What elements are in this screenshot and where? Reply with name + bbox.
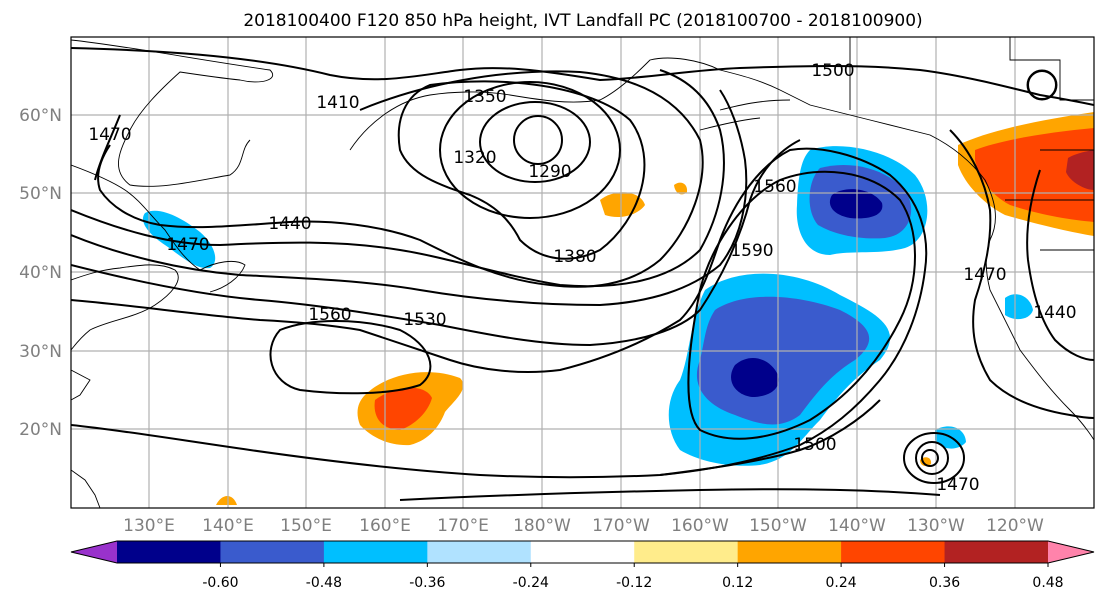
ivt-negative-coast <box>1005 294 1033 320</box>
colorbar-swatch <box>841 541 946 563</box>
figure-title: 2018100400 F120 850 hPa height, IVT Land… <box>243 11 922 31</box>
ivt-positive-sw-inner <box>374 387 432 430</box>
colorbar-swatch <box>944 541 1049 563</box>
colorbar-swatch <box>737 541 842 563</box>
ivt-positive-pnw-core <box>1066 150 1094 190</box>
contour-label: 1320 <box>453 148 496 168</box>
lon-tick-label: 150°E <box>280 516 332 536</box>
colorbar-swatch <box>220 541 325 563</box>
contour-label: 1500 <box>793 435 836 455</box>
lon-tick-label: 170°E <box>437 516 489 536</box>
latitude-labels: 60°N 50°N 40°N 30°N 20°N <box>19 106 62 440</box>
contour-label: 1350 <box>463 87 506 107</box>
lon-tick-label: 160°W <box>671 516 729 536</box>
lat-tick-label: 40°N <box>19 263 62 283</box>
ivt-positive-pnw-inner <box>975 128 1094 222</box>
contour-label: 1440 <box>1033 303 1076 323</box>
contour-label: 1470 <box>963 265 1006 285</box>
colorbar-tick-label: -0.24 <box>513 575 549 591</box>
map-area: 1500 1410 1350 1470 1320 1290 1560 1440 … <box>71 37 1094 508</box>
contour-label: 1560 <box>308 305 351 325</box>
colorbar-swatch <box>634 541 739 563</box>
lon-tick-label: 180°W <box>513 516 571 536</box>
colorbar-tick-label: 0.36 <box>929 575 960 591</box>
colorbar-tick-label: 0.48 <box>1032 575 1063 591</box>
colorbar-swatch <box>117 541 221 563</box>
ivt-shading <box>142 112 1094 505</box>
colorbar: -0.60 -0.48 -0.36 -0.24 -0.12 0.12 0.24 0.36 0.4… <box>70 540 1095 591</box>
lon-tick-label: 150°W <box>749 516 807 536</box>
colorbar-tick-label: -0.48 <box>306 575 342 591</box>
ivt-positive-small-2 <box>674 182 688 195</box>
colorbar-outline <box>70 540 1095 564</box>
colorbar-extend-low <box>71 541 117 563</box>
contour-label: 1380 <box>553 247 596 267</box>
colorbar-swatch <box>323 541 428 563</box>
contour-label: 1530 <box>403 310 446 330</box>
contour-labels: 1500 1410 1350 1470 1320 1290 1560 1440 … <box>88 61 1076 495</box>
lon-tick-label: 160°E <box>359 516 411 536</box>
colorbar-tick-label: 0.24 <box>826 575 857 591</box>
lon-tick-label: 140°W <box>828 516 886 536</box>
contour-label: 1470 <box>166 235 209 255</box>
contour-label: 1290 <box>528 162 571 182</box>
lat-tick-label: 20°N <box>19 420 62 440</box>
contour-label: 1500 <box>811 61 854 81</box>
colorbar-swatch <box>530 541 635 563</box>
lon-tick-label: 130°E <box>123 516 175 536</box>
longitude-labels: 130°E 140°E 150°E 160°E 170°E 180°W 170°… <box>123 516 1044 536</box>
colorbar-tick-label: 0.12 <box>722 575 753 591</box>
lon-tick-label: 120°W <box>986 516 1044 536</box>
colorbar-tick-label: -0.36 <box>409 575 445 591</box>
colorbar-ticks: -0.60 -0.48 -0.36 -0.24 -0.12 0.12 0.24 0.36 0.4… <box>202 563 1064 591</box>
colorbar-tick-label: -0.12 <box>616 575 652 591</box>
ivt-positive-small-3 <box>216 496 237 505</box>
lon-tick-label: 130°W <box>907 516 965 536</box>
colorbar-extend-high <box>1048 541 1094 563</box>
lat-tick-label: 30°N <box>19 342 62 362</box>
contour-label: 1410 <box>316 93 359 113</box>
lon-tick-label: 140°E <box>202 516 254 536</box>
lon-tick-label: 170°W <box>592 516 650 536</box>
colorbar-swatch <box>427 541 532 563</box>
ivt-negative-core-north <box>829 189 883 219</box>
contour-label: 1470 <box>936 475 979 495</box>
contour-label: 1560 <box>753 177 796 197</box>
contour-label: 1470 <box>88 125 131 145</box>
colorbar-swatches <box>71 541 1094 563</box>
lat-tick-label: 60°N <box>19 106 62 126</box>
colorbar-tick-label: -0.60 <box>202 575 238 591</box>
ivt-negative-core-south <box>731 357 779 397</box>
map-frame <box>70 36 1095 509</box>
contour-label: 1590 <box>730 241 773 261</box>
height-contours <box>71 47 1094 501</box>
coastlines <box>71 37 1094 508</box>
lat-tick-label: 50°N <box>19 184 62 204</box>
contour-label: 1440 <box>268 214 311 234</box>
